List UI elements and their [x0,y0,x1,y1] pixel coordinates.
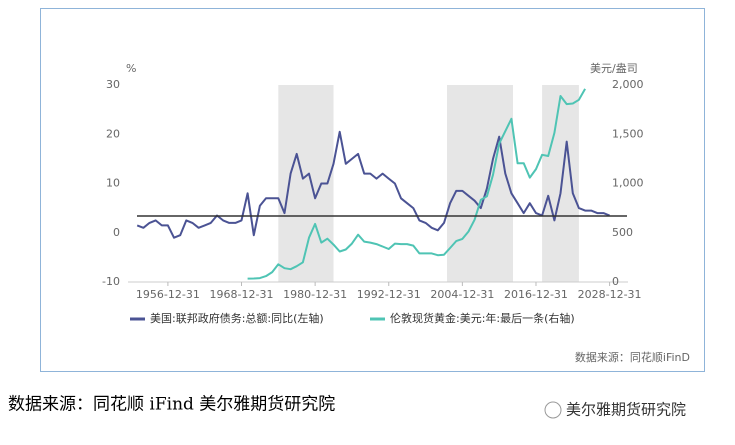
plot [128,85,628,283]
y2-tick-label: 1,500 [612,127,644,140]
chart-frame [40,8,705,372]
wechat-icon [544,401,562,419]
shaded-period [447,85,513,282]
y2-tick-label: 0 [612,275,619,288]
source: 数据来源：同花顺iFinD [575,350,690,364]
legend-label: 伦敦现货黄金:美元:年:最后一条(右轴) [390,311,575,325]
legend-label: 美国:联邦政府债务:总额:同比(左轴) [150,311,324,325]
y-tick-label: 30 [106,78,120,91]
x-tick-label: 2028-12-31 [578,288,642,301]
series-line [136,130,610,239]
x-tick-label: 2016-12-31 [504,288,568,301]
x-tick-label: 1968-12-31 [210,288,274,301]
y2-axis-label: 美元/盎司 [590,61,638,75]
watermark: 美尔雅期货研究院 [566,401,686,419]
y-tick-label: 10 [106,177,120,190]
x-tick-label: 1992-12-31 [357,288,421,301]
footer-source: 数据来源：同花顺 iFind 美尔雅期货研究院 [8,395,335,415]
shaded-period [542,85,579,282]
x-tick-label: 1980-12-31 [283,288,347,301]
y-tick-label: 20 [106,127,120,140]
x-tick-label: 1956-12-31 [136,288,200,301]
y-axis-label: % [126,62,136,75]
x-tick-label: 2004-12-31 [430,288,494,301]
y2-tick-label: 1,000 [612,177,644,190]
y2-tick-label: 500 [612,226,633,239]
series-line [247,88,586,280]
y2-tick-label: 2,000 [612,78,644,91]
y-tick-label: 0 [113,226,120,239]
y-tick-label: -10 [102,275,120,288]
